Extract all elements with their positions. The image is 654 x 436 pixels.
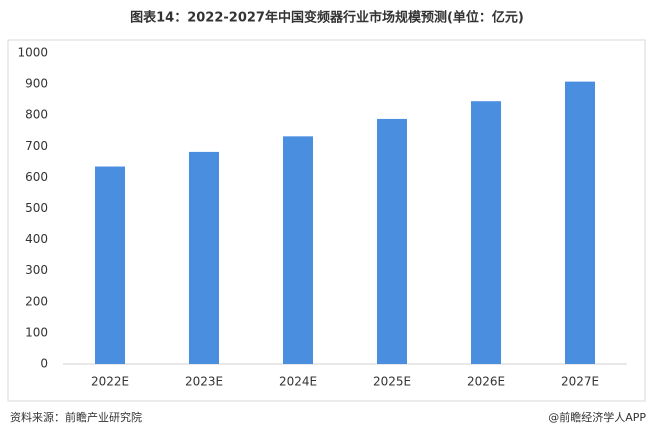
y-tick-label: 0 (40, 357, 48, 371)
x-tick-label: 2025E (373, 375, 411, 389)
x-tick-label: 2027E (561, 375, 599, 389)
bar (471, 101, 501, 364)
x-tick-label: 2022E (91, 375, 129, 389)
y-tick-label: 200 (25, 294, 48, 308)
bar (377, 118, 407, 364)
x-tick-label: 2026E (467, 375, 505, 389)
y-tick-label: 700 (25, 139, 48, 153)
y-tick-label: 900 (25, 77, 48, 91)
y-tick-label: 800 (25, 108, 48, 122)
y-tick-label: 300 (25, 263, 48, 277)
credit: @前瞻经济学人APP (548, 410, 646, 424)
x-tick-label: 2024E (279, 375, 317, 389)
bar (565, 81, 595, 364)
bar (95, 166, 125, 364)
bar (283, 136, 313, 364)
source: 资料来源：前瞻产业研究院 (10, 410, 142, 424)
bar (189, 151, 219, 364)
y-tick-label: 400 (25, 232, 48, 246)
x-tick-label: 2023E (185, 375, 223, 389)
plot-frame (7, 39, 646, 402)
y-tick-label: 100 (25, 325, 48, 339)
y-tick-label: 500 (25, 201, 48, 215)
y-tick-label: 1000 (17, 46, 48, 60)
chart-title: 图表14：2022-2027年中国变频器行业市场规模预测(单位：亿元) (130, 10, 524, 26)
y-tick-label: 600 (25, 170, 48, 184)
